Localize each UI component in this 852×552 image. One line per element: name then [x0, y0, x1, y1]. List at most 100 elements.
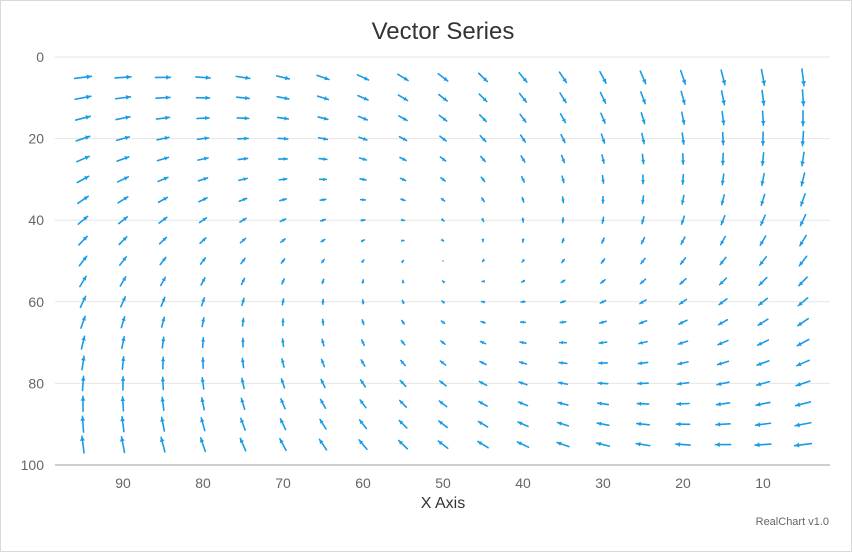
vector-arrow	[360, 218, 366, 222]
vector-arrow	[794, 421, 812, 428]
vector-arrow	[119, 276, 127, 287]
vector-arrow	[680, 215, 686, 225]
vector-arrow	[321, 278, 325, 285]
vector-arrow	[281, 318, 285, 327]
vector-arrow	[440, 238, 445, 242]
vector-arrow	[121, 356, 126, 370]
x-tick-label: 80	[195, 475, 211, 491]
vector-arrow	[359, 177, 367, 182]
vector-arrow	[521, 217, 525, 223]
vector-arrow	[75, 155, 91, 163]
vector-arrow	[637, 381, 649, 386]
vector-arrow	[597, 361, 609, 365]
vector-arrow	[155, 115, 171, 121]
vector-arrow	[715, 401, 731, 407]
vector-arrow	[277, 136, 289, 141]
vector-arrow	[197, 177, 209, 182]
vector-arrow	[440, 340, 446, 346]
vector-arrow	[195, 95, 211, 101]
vector-arrow	[236, 95, 250, 101]
vector-arrow	[760, 193, 766, 206]
vector-arrow	[278, 177, 288, 182]
vector-arrow	[316, 74, 330, 81]
vector-arrow	[477, 420, 489, 428]
vector-arrow	[521, 258, 526, 263]
vector-arrow	[714, 442, 732, 447]
vector-arrow	[720, 214, 726, 226]
vector-arrow	[519, 113, 527, 123]
vector-arrow	[120, 296, 126, 308]
vector-arrow	[200, 397, 206, 411]
vector-arrow	[239, 237, 247, 244]
vector-arrow	[160, 356, 166, 370]
vector-arrow	[320, 238, 326, 243]
x-tick-label: 90	[115, 475, 131, 491]
vector-arrow	[195, 75, 211, 80]
vector-arrow	[76, 195, 90, 205]
vector-arrow	[318, 177, 328, 182]
vector-arrow	[638, 340, 648, 345]
vector-arrow	[115, 115, 131, 121]
vector-arrow	[675, 421, 691, 427]
vector-arrow	[717, 339, 729, 346]
vector-arrow	[320, 358, 326, 368]
vector-arrow	[438, 400, 448, 408]
vector-arrow	[760, 152, 765, 166]
vector-arrow	[160, 316, 166, 328]
vector-arrow	[156, 156, 170, 162]
vector-arrow	[477, 440, 489, 449]
vector-arrow	[796, 317, 810, 327]
vector-arrow	[800, 172, 806, 187]
vector-arrow	[635, 441, 651, 447]
vector-arrow	[118, 256, 128, 266]
vector-arrow	[596, 401, 610, 406]
vector-arrow	[398, 419, 408, 429]
vector-arrow	[517, 401, 529, 407]
vector-arrow	[438, 114, 448, 122]
vector-arrow	[316, 95, 330, 101]
vector-arrow	[641, 174, 645, 185]
vector-arrow	[158, 216, 168, 224]
vector-arrow	[121, 336, 126, 350]
vector-arrow	[795, 359, 811, 367]
x-tick-label: 30	[595, 475, 611, 491]
vector-arrow	[559, 113, 567, 124]
vector-arrow	[239, 217, 247, 223]
vector-arrow	[639, 299, 647, 305]
vector-arrow	[478, 380, 488, 387]
vector-arrow	[356, 74, 370, 81]
vector-arrow	[793, 442, 813, 448]
vector-arrow	[237, 136, 249, 141]
vector-arrow	[477, 72, 489, 83]
vector-arrow	[199, 437, 207, 453]
vector-arrow	[437, 72, 449, 82]
vector-arrow	[760, 110, 766, 127]
vector-arrow	[801, 68, 806, 87]
vector-arrow	[359, 399, 367, 409]
vector-arrow	[154, 75, 172, 80]
vector-arrow	[680, 153, 686, 165]
vector-arrow	[80, 415, 86, 433]
vector-arrow	[640, 111, 646, 125]
vector-arrow	[520, 300, 526, 304]
vector-arrow	[758, 256, 768, 266]
vector-arrow	[201, 337, 206, 349]
vector-arrow	[159, 276, 167, 287]
vector-arrow	[481, 238, 485, 243]
vector-arrow	[120, 395, 126, 412]
vector-arrow	[238, 197, 248, 203]
vector-arrow	[80, 435, 85, 454]
vector-arrow	[120, 415, 125, 433]
vector-arrow	[720, 90, 726, 106]
vector-arrow	[280, 378, 286, 389]
vector-arrow	[117, 216, 129, 225]
vector-arrow	[641, 153, 646, 165]
vector-arrow	[637, 361, 649, 366]
vector-arrow	[276, 95, 290, 101]
vector-arrow	[479, 155, 487, 163]
vector-arrow	[518, 381, 528, 386]
vector-arrow	[797, 297, 809, 307]
vector-arrow	[119, 435, 126, 454]
vector-arrow	[757, 297, 769, 306]
vector-arrow	[319, 398, 327, 409]
